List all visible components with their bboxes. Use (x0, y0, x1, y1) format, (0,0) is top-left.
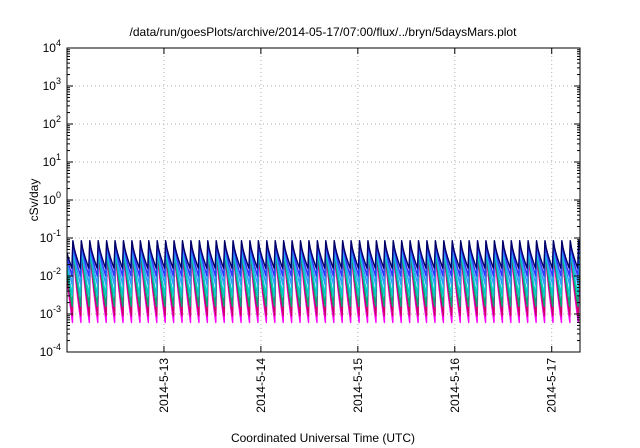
y-tick-label: 104 (43, 38, 61, 55)
y-tick-label: 102 (43, 114, 61, 131)
axis-ticks: 10-4 10-3 10-2 10-1 100 101 102 103 104 2014-5-13… (40, 38, 580, 413)
y-tick-label: 100 (43, 190, 61, 207)
x-tick-label: 2014-5-17 (545, 358, 559, 413)
x-tick-label: 2014-5-16 (448, 358, 462, 413)
y-tick-label: 10-1 (40, 228, 61, 245)
y-tick-label: 103 (43, 76, 61, 93)
y-tick-label: 10-3 (40, 304, 61, 321)
chart-title: /data/run/goesPlots/archive/2014-05-17/0… (130, 25, 518, 39)
y-tick-label: 101 (43, 152, 61, 169)
series-group (67, 239, 580, 324)
x-tick-label: 2014-5-13 (157, 358, 171, 413)
y-axis-label: cSv/day (27, 179, 41, 222)
x-tick-label: 2014-5-15 (351, 358, 365, 413)
y-tick-label: 10-4 (40, 342, 61, 359)
x-axis-label: Coordinated Universal Time (UTC) (231, 431, 415, 445)
x-tick-label: 2014-5-14 (254, 358, 268, 413)
series-line (67, 239, 580, 269)
y-tick-label: 10-2 (40, 266, 61, 283)
